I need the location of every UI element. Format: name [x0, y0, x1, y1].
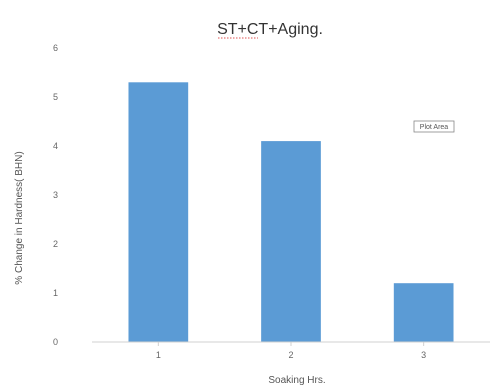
- x-tick-label: 3: [421, 350, 426, 360]
- chart-title: ST+CT+Aging.: [217, 21, 323, 38]
- y-tick-label: 1: [53, 288, 58, 298]
- bar-3: [393, 283, 454, 342]
- y-tick-label: 5: [53, 92, 58, 102]
- x-tick-label: 2: [288, 350, 293, 360]
- bar-2: [261, 141, 321, 342]
- y-axis-title: % Change in Hardness( BHN): [14, 151, 25, 284]
- bar-1: [128, 82, 189, 343]
- plot-area-tooltip-label: Plot Area: [420, 124, 449, 131]
- y-axis-ticks: 0 1 2 3 4 5 6: [53, 43, 58, 347]
- y-tick-label: 0: [53, 337, 58, 347]
- y-tick-label: 6: [53, 43, 58, 53]
- x-axis-ticks: 1 2 3: [156, 342, 426, 360]
- x-tick-label: 1: [156, 350, 161, 360]
- y-tick-label: 2: [53, 239, 58, 249]
- plot-area-tooltip-box: [413, 120, 455, 133]
- y-tick-label: 4: [53, 141, 58, 151]
- y-tick-label: 3: [53, 190, 58, 200]
- x-axis-title: Soaking Hrs.: [268, 375, 325, 386]
- plot-area-tooltip: Plot Area: [413, 120, 455, 133]
- bars: [128, 82, 454, 343]
